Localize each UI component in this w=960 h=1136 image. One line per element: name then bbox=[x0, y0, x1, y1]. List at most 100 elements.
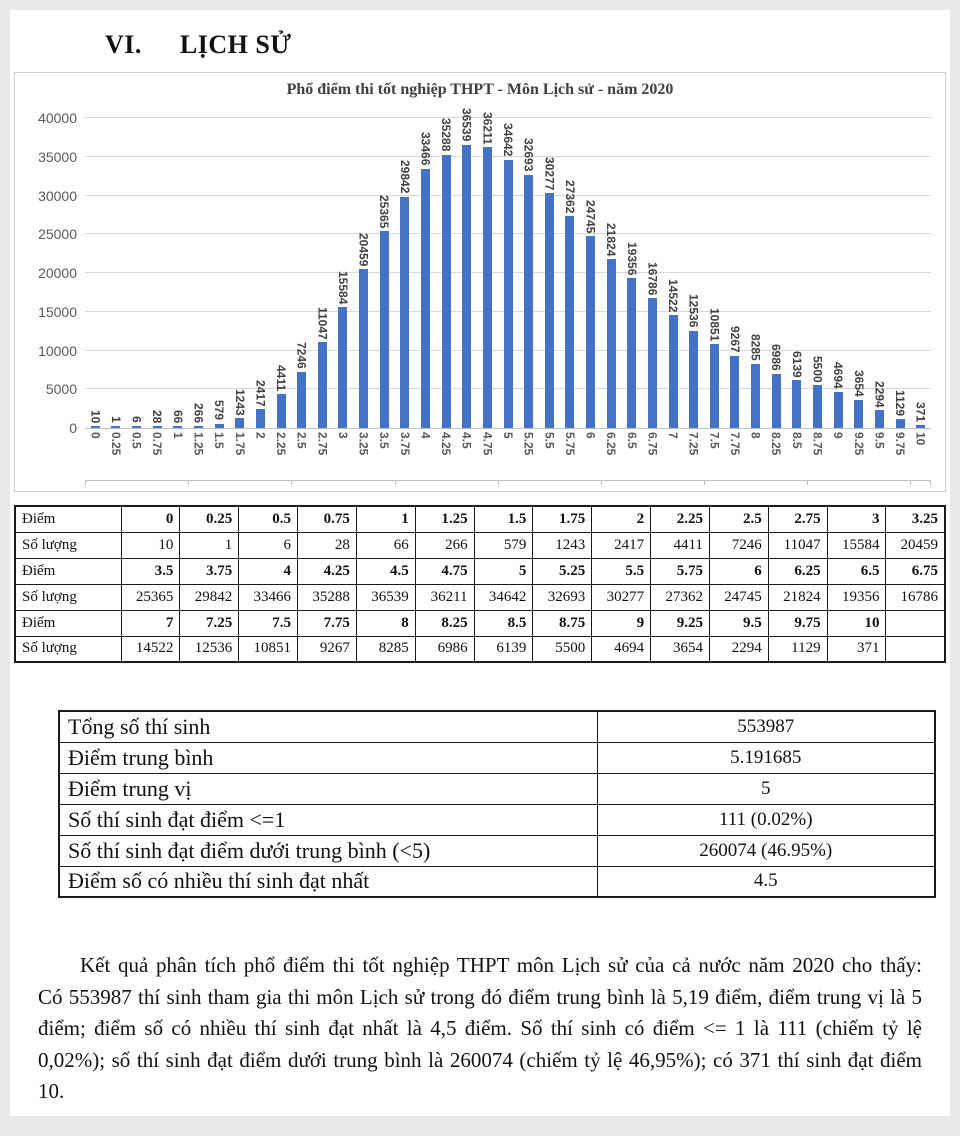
chart-bar bbox=[111, 426, 121, 428]
x-axis-tick-mark bbox=[394, 480, 396, 485]
x-axis-tick-label: 2 bbox=[253, 432, 268, 439]
bar-value-label: 28 bbox=[150, 409, 165, 423]
score-table-cell: 7.25 bbox=[179, 609, 240, 637]
chart-bar bbox=[482, 147, 492, 428]
score-table-cell: 27362 bbox=[650, 583, 710, 611]
chart-bar bbox=[668, 315, 678, 428]
analysis-paragraph: Kết quả phân tích phổ điểm thi tốt nghiệ… bbox=[38, 953, 922, 1103]
chart-bar bbox=[90, 426, 100, 428]
bar-value-label: 15584 bbox=[335, 270, 350, 305]
x-axis-tick-mark bbox=[600, 480, 602, 485]
bar-value-label: 14522 bbox=[666, 279, 681, 313]
x-axis-tick-label: 6.25 bbox=[604, 432, 619, 456]
x-axis-tick-label: 10 bbox=[913, 432, 928, 446]
score-table-cell: 12536 bbox=[179, 635, 240, 663]
chart-bar bbox=[420, 168, 430, 428]
summary-value: 4.5 bbox=[596, 865, 936, 898]
score-table-cell: 7.5 bbox=[238, 609, 299, 637]
y-axis-tick-label: 15000 bbox=[38, 303, 77, 320]
summary-row: Điểm trung bình 5.191685 bbox=[58, 741, 936, 774]
bar-value-label: 32693 bbox=[521, 138, 536, 172]
score-table-cell: 2.5 bbox=[708, 505, 769, 533]
score-table-cell: 1129 bbox=[767, 635, 828, 663]
chart-bar bbox=[647, 297, 657, 428]
score-table-row-label: Số lượng bbox=[14, 635, 122, 663]
x-axis-tick-label: 7.5 bbox=[707, 432, 722, 449]
score-table-cell: 5.5 bbox=[591, 557, 652, 585]
bar-value-label: 2294 bbox=[872, 380, 887, 408]
score-table-row-label: Điểm bbox=[14, 505, 122, 533]
bar-value-label: 6986 bbox=[769, 344, 784, 371]
chart-title: Phổ điểm thi tốt nghiệp THPT - Môn Lịch … bbox=[286, 81, 674, 98]
bar-value-label: 6139 bbox=[789, 350, 804, 378]
chart-bar bbox=[379, 231, 389, 428]
bar-value-label: 34642 bbox=[501, 123, 515, 157]
x-axis-tick-label: 8.75 bbox=[810, 432, 825, 456]
score-table-cell: 9.25 bbox=[650, 609, 710, 637]
x-axis-tick-label: 9.75 bbox=[893, 432, 908, 456]
bar-value-label: 10851 bbox=[707, 307, 722, 341]
score-table-row: Số lượng 10 1 6 28 66 266 579 1243 2417 4411 7246 11… bbox=[14, 531, 946, 559]
x-axis-tick-label: 5.5 bbox=[542, 432, 557, 449]
x-axis-tick-mark bbox=[910, 480, 912, 485]
chart-bar bbox=[771, 373, 781, 428]
summary-value: 553987 bbox=[596, 710, 936, 743]
bar-value-label: 16786 bbox=[645, 261, 660, 295]
bar-value-label: 9267 bbox=[727, 326, 742, 354]
y-axis-tick-label: 20000 bbox=[38, 265, 77, 281]
x-axis-tick-label: 2.5 bbox=[294, 432, 309, 449]
score-table-cell: 0 bbox=[120, 505, 181, 533]
chart-bar bbox=[916, 425, 926, 428]
x-axis-tick-label: 7 bbox=[666, 432, 681, 439]
score-table-cell: 6.5 bbox=[826, 557, 887, 585]
x-axis-tick-label: 1.75 bbox=[232, 432, 247, 456]
x-axis-tick-label: 0.25 bbox=[108, 432, 123, 456]
chart-bar bbox=[813, 385, 822, 428]
bar-value-label: 33466 bbox=[418, 132, 433, 166]
x-axis-tick-mark bbox=[930, 480, 931, 485]
bar-value-label: 6 bbox=[129, 416, 144, 423]
score-table-cell: 11047 bbox=[767, 531, 828, 559]
x-axis-tick-label: 6.5 bbox=[624, 432, 639, 449]
x-axis-tick-label: 6.75 bbox=[645, 432, 660, 456]
x-axis-tick-mark bbox=[704, 480, 706, 485]
y-gridline bbox=[85, 155, 931, 157]
score-table-row: Điểm 0 0.25 0.5 0.75 1 1.25 1.5 1.75 2 2.25 2.5 2.75… bbox=[14, 505, 946, 533]
score-table-cell: 34642 bbox=[473, 583, 534, 611]
chart-bar bbox=[400, 196, 410, 428]
chart-bar bbox=[132, 426, 142, 428]
chart-bar bbox=[235, 418, 245, 428]
score-table-cell: 3 bbox=[826, 505, 887, 533]
score-table-cell: 2.75 bbox=[767, 505, 828, 533]
score-table-cell: 3.75 bbox=[179, 557, 240, 585]
x-axis-tick-label: 8 bbox=[748, 432, 763, 439]
chart-plot-area: 0 5000 10000 15000 20000 25000 30000 35000 40000… bbox=[38, 108, 931, 436]
summary-label: Điểm trung vị bbox=[58, 772, 598, 805]
bar-value-label: 30277 bbox=[542, 156, 557, 191]
summary-label: Số thí sinh đạt điểm dưới trung bình (<5… bbox=[58, 834, 598, 867]
x-axis-tick-label: 3.25 bbox=[356, 432, 371, 456]
x-axis-tick-label: 2.75 bbox=[315, 432, 330, 456]
score-table-cell: 7246 bbox=[708, 531, 769, 559]
chart-bar bbox=[255, 409, 265, 428]
chart-bar bbox=[854, 399, 864, 428]
bar-value-label: 4694 bbox=[831, 361, 846, 389]
x-axis-tick-label: 1 bbox=[170, 432, 185, 439]
bar-value-label: 3654 bbox=[851, 369, 866, 397]
summary-row: Số thí sinh đạt điểm <=1 111 (0.02%) bbox=[58, 803, 936, 836]
score-table-cell: 6986 bbox=[414, 635, 475, 663]
y-axis-tick-label: 35000 bbox=[38, 148, 77, 165]
summary-label: Tổng số thí sinh bbox=[58, 710, 598, 743]
score-table-cell bbox=[885, 609, 946, 637]
score-table-cell: 66 bbox=[355, 531, 416, 559]
y-axis-tick-label: 25000 bbox=[38, 226, 77, 243]
score-table-cell: 8 bbox=[355, 609, 416, 637]
bar-value-label: 1129 bbox=[893, 390, 908, 417]
score-table-cell: 5.75 bbox=[650, 557, 710, 585]
score-table-cell: 36539 bbox=[355, 583, 416, 611]
score-table-cell: 1243 bbox=[532, 531, 593, 559]
chart-bar bbox=[524, 174, 534, 428]
score-table-cell: 4 bbox=[238, 557, 299, 585]
chart-bar bbox=[627, 278, 637, 428]
bar-value-label: 371 bbox=[913, 402, 928, 423]
